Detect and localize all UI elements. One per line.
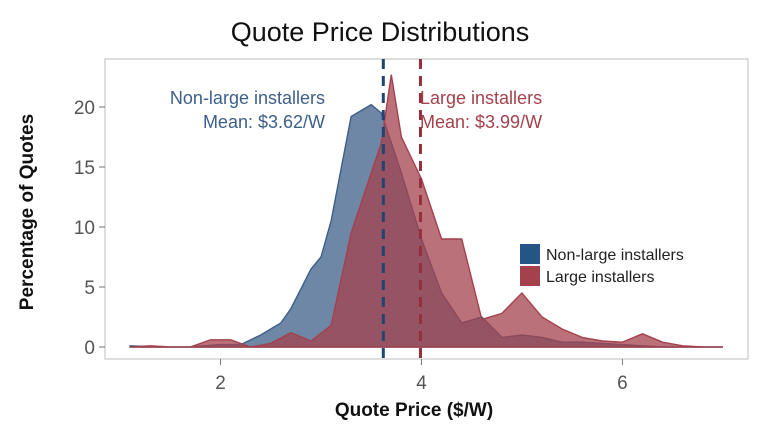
legend: Non-large installers Large installers (520, 244, 684, 286)
axis-ticks: 2 4 6 0 5 10 15 20 (74, 98, 628, 394)
x-tick-label: 2 (215, 373, 226, 394)
legend-label: Large installers (546, 269, 655, 286)
x-axis-title: Quote Price ($/W) (335, 400, 493, 421)
x-tick-label: 4 (416, 373, 427, 394)
y-tick-label: 20 (74, 98, 95, 119)
y-tick-label: 5 (84, 278, 95, 299)
annotation-non-large: Non-large installers (170, 88, 325, 108)
y-tick-label: 15 (74, 158, 95, 179)
x-tick-label: 6 (617, 373, 628, 394)
y-axis-title: Percentage of Quotes (17, 114, 38, 310)
legend-swatch (520, 266, 540, 286)
y-tick-label: 10 (74, 218, 95, 239)
legend-swatch (520, 244, 540, 264)
plot-frame (104, 58, 749, 360)
legend-label: Non-large installers (546, 247, 684, 264)
y-tick-label: 0 (84, 338, 95, 359)
mean-annotations: Non-large installers Mean: $3.62/W Large i… (170, 88, 542, 132)
annotation-non-large: Mean: $3.62/W (203, 112, 325, 132)
chart-title: Quote Price Distributions (231, 17, 530, 47)
annotation-large: Mean: $3.99/W (420, 112, 542, 132)
annotation-large: Large installers (420, 88, 542, 108)
